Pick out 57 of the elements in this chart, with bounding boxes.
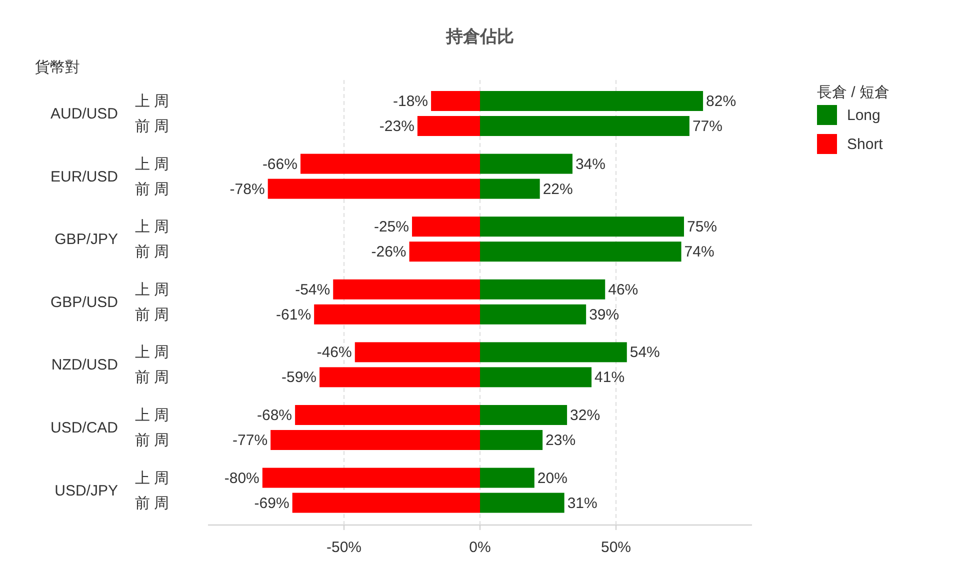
y-tick-label: 前 周 xyxy=(135,118,170,135)
data-label: -80% xyxy=(224,470,260,487)
legend-label: Short xyxy=(847,136,884,153)
data-label: -68% xyxy=(257,407,292,424)
text: USD/CAD xyxy=(50,420,118,436)
data-label: -26% xyxy=(371,244,406,261)
data-label: 75% xyxy=(687,218,718,236)
data-label: 23% xyxy=(546,432,576,449)
y-axis-title: 貨幣對 xyxy=(35,59,80,76)
data-label: -61% xyxy=(276,306,312,324)
data-label: -66% xyxy=(262,156,298,173)
data-label: 82% xyxy=(706,93,736,110)
y-tick-label: 上 周 xyxy=(135,281,170,298)
y-tick-label: 上 周 xyxy=(135,156,170,173)
data-label: 46% xyxy=(608,281,638,298)
chart-title: 持倉佔比 xyxy=(445,27,514,46)
y-tick-label: 上 周 xyxy=(135,407,170,424)
y-tick-label: 上 周 xyxy=(135,470,170,487)
data-label: -54% xyxy=(295,281,330,298)
data-label: 54% xyxy=(630,344,660,362)
text: AUD/USD xyxy=(50,106,118,122)
legend-title: 長倉 / 短倉 xyxy=(817,84,890,101)
data-label: 32% xyxy=(570,407,600,424)
y-tick-label: 上 周 xyxy=(135,93,170,110)
data-label: -25% xyxy=(374,218,409,236)
data-label: 22% xyxy=(542,180,573,198)
x-tick-label: -50% xyxy=(326,539,362,556)
data-label: -78% xyxy=(230,180,265,198)
data-label: -69% xyxy=(254,494,290,512)
x-tick-label: 0% xyxy=(469,539,491,556)
text: EUR/USD xyxy=(50,168,118,186)
data-label: -59% xyxy=(281,369,317,386)
text: GBP/JPY xyxy=(54,231,118,248)
legend-label: Long xyxy=(847,107,880,124)
data-label: 39% xyxy=(589,306,620,324)
text: NZD/USD xyxy=(51,356,118,374)
y-tick-label: 上 周 xyxy=(135,344,170,362)
data-label: 20% xyxy=(537,470,568,487)
text: USD/JPY xyxy=(54,482,118,500)
text: GBP/USD xyxy=(50,294,118,311)
y-tick-label: 前 周 xyxy=(135,306,170,324)
data-label: -23% xyxy=(379,118,414,135)
y-tick-label: 前 周 xyxy=(135,494,170,512)
data-label: 34% xyxy=(575,156,606,173)
y-tick-label: 上 周 xyxy=(135,218,170,236)
data-label: 31% xyxy=(567,494,598,512)
data-label: 77% xyxy=(692,118,722,135)
y-tick-label: 前 周 xyxy=(135,244,170,261)
y-tick-label: 前 周 xyxy=(135,180,170,198)
y-tick-label: 前 周 xyxy=(135,432,170,449)
data-label: -18% xyxy=(393,93,428,110)
x-tick-label: 50% xyxy=(600,539,632,556)
data-label: -46% xyxy=(316,344,352,362)
data-label: -77% xyxy=(232,432,268,449)
data-label: 41% xyxy=(594,369,625,386)
data-label: 74% xyxy=(684,244,714,261)
y-tick-label: 前 周 xyxy=(135,369,170,386)
